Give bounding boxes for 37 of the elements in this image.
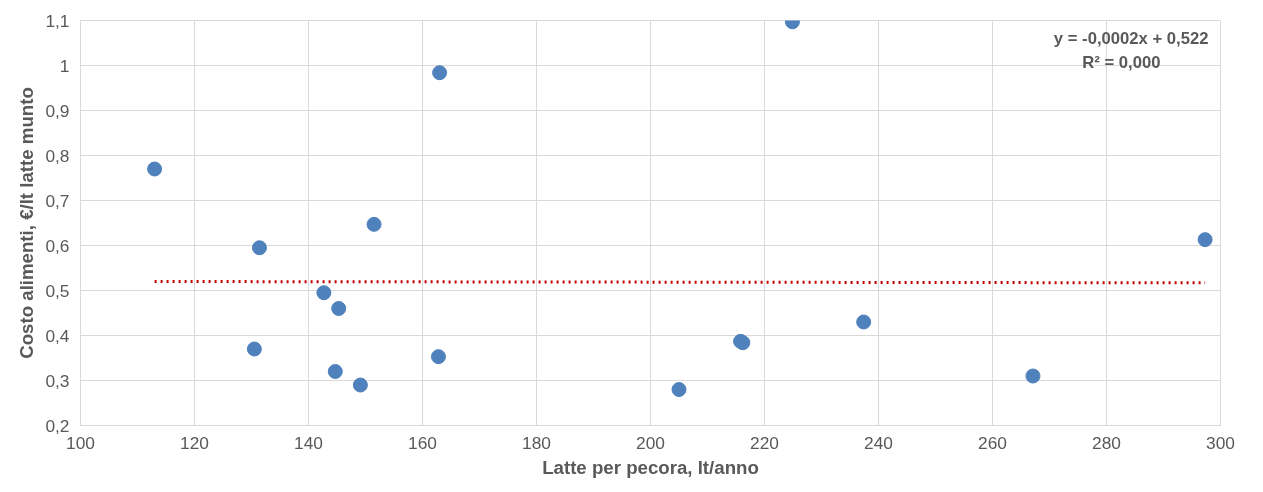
- x-tick-label: 140: [294, 432, 323, 453]
- point: [430, 349, 446, 365]
- x-tick-label: 200: [636, 432, 665, 453]
- x-tick-label: 160: [408, 432, 437, 453]
- y-tick-label: 0,9: [45, 100, 70, 121]
- y-tick-label: 0,8: [45, 145, 70, 166]
- point: [316, 285, 332, 301]
- x-tick-label: 300: [1206, 432, 1235, 453]
- x-axis-title: Latte per pecora, lt/anno: [542, 456, 759, 478]
- annotation: R² = 0,000: [1082, 52, 1161, 72]
- x-tick-label: 280: [1092, 432, 1121, 453]
- point: [856, 314, 872, 330]
- point: [331, 301, 347, 316]
- point: [246, 341, 262, 357]
- y-axis-title: Costo alimenti, €/lt latte munto: [16, 87, 38, 359]
- point: [352, 377, 368, 393]
- y-tick-label: 1: [59, 55, 70, 76]
- x-tick-label: 260: [978, 432, 1007, 453]
- x-tick-label: 220: [750, 432, 779, 453]
- point: [432, 65, 448, 81]
- point: [1025, 368, 1041, 384]
- y-tick-label: 0,6: [45, 235, 70, 256]
- point: [366, 216, 382, 232]
- y-tick-label: 0,3: [45, 370, 70, 391]
- y-tick-label: 0,7: [45, 190, 70, 211]
- x-tick-label: 180: [522, 432, 551, 453]
- y-tick-label: 1,1: [45, 10, 70, 31]
- annotation: y = -0,0002x + 0,522: [1053, 28, 1209, 48]
- y-tick-label: 0,5: [45, 280, 70, 301]
- point: [251, 240, 267, 256]
- point: [147, 161, 163, 177]
- point: [327, 364, 343, 379]
- point: [1197, 232, 1213, 248]
- y-tick-label: 0,4: [45, 325, 70, 346]
- point: [671, 382, 687, 397]
- x-tick-label: 240: [864, 432, 893, 453]
- x-tick-label: 120: [180, 432, 209, 453]
